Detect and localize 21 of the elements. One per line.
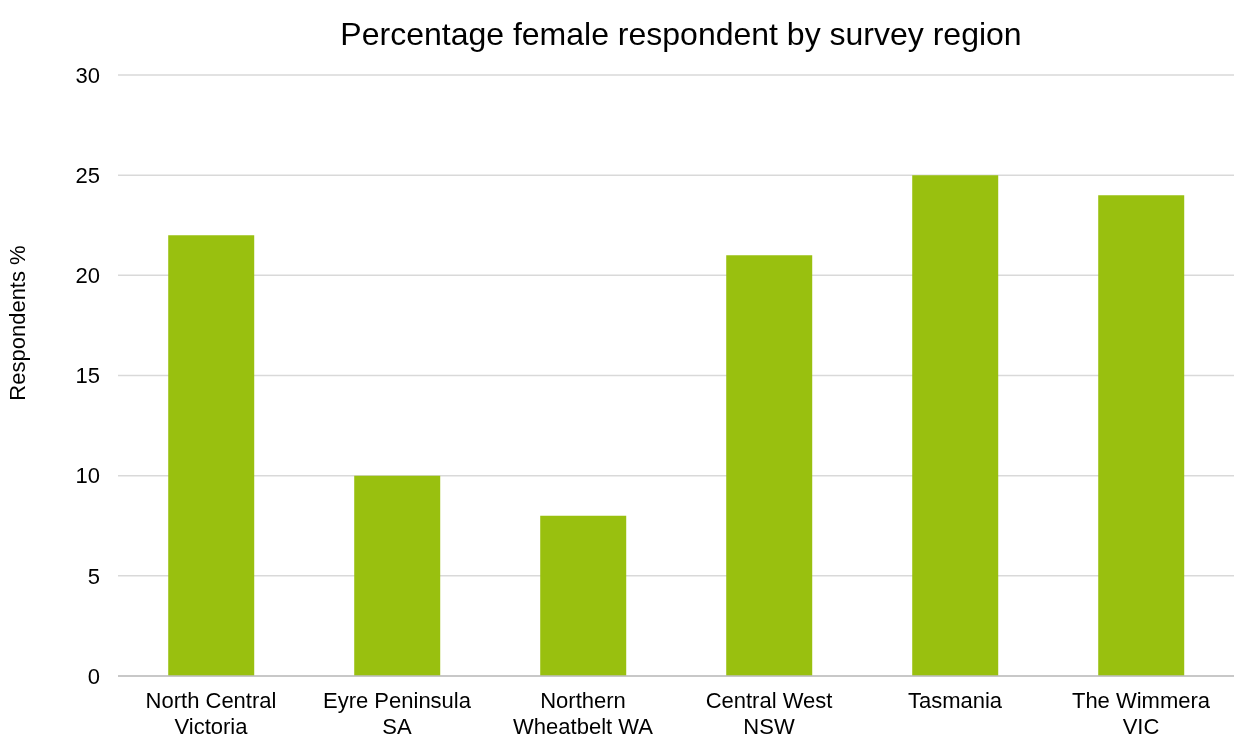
x-tick-label: Northern Wheatbelt WA bbox=[513, 688, 654, 739]
chart-title: Percentage female respondent by survey region bbox=[339, 16, 1023, 53]
bar bbox=[726, 255, 813, 676]
bar bbox=[1098, 195, 1185, 676]
y-tick-label: 30 bbox=[75, 62, 100, 88]
bar bbox=[168, 235, 255, 676]
x-tick-label: Tasmania bbox=[907, 688, 1003, 713]
bar bbox=[540, 515, 627, 676]
y-tick-label: 5 bbox=[87, 563, 100, 589]
y-axis-title: Respondents % bbox=[5, 245, 31, 401]
x-tick-label: Eyre Peninsula SA bbox=[323, 688, 472, 739]
y-tick-label: 25 bbox=[75, 162, 100, 188]
y-tick-label: 10 bbox=[75, 463, 100, 489]
y-tick-label: 15 bbox=[75, 363, 100, 389]
y-tick-label: 0 bbox=[87, 663, 100, 689]
bar bbox=[354, 475, 441, 676]
x-tick-label: Central West NSW bbox=[705, 688, 833, 739]
x-tick-label: North Central Victoria bbox=[145, 688, 277, 739]
y-tick-label: 20 bbox=[75, 263, 100, 289]
x-tick-label: The Wimmera VIC bbox=[1071, 688, 1211, 739]
bar bbox=[912, 175, 999, 676]
